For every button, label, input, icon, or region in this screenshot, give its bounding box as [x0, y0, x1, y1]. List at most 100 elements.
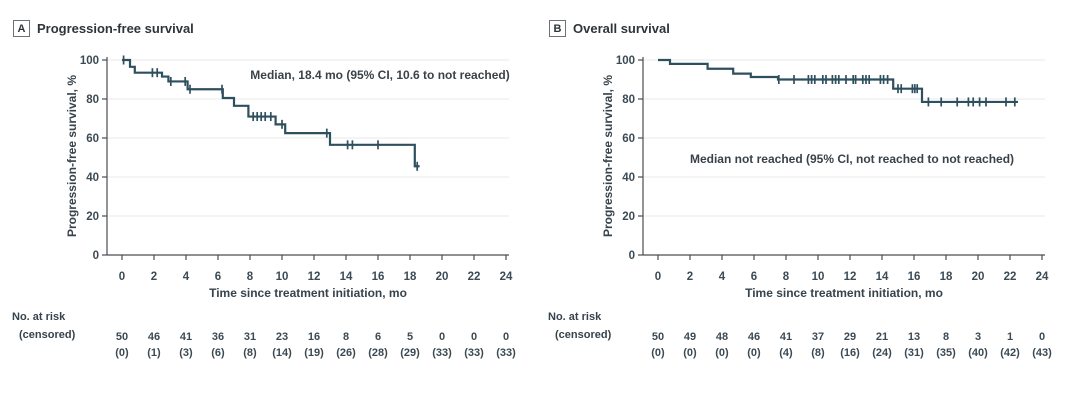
x-tick-label: 2 [151, 271, 157, 283]
at-risk-value: 1 [1007, 331, 1013, 343]
x-tick-label: 4 [183, 271, 190, 283]
x-tick-label: 4 [719, 271, 726, 283]
at-risk-value: 31 [244, 331, 256, 343]
censored-value: (0) [115, 347, 129, 359]
x-tick-label: 0 [655, 271, 661, 283]
x-tick-label: 0 [119, 271, 125, 283]
y-tick-label: 0 [629, 250, 635, 262]
at-risk-value: 50 [116, 331, 128, 343]
at-risk-value: 41 [180, 331, 192, 343]
y-tick-label: 80 [622, 94, 635, 106]
censored-value: (8) [243, 347, 257, 359]
x-tick-label: 18 [940, 271, 953, 283]
panel-letter: A [17, 22, 26, 35]
x-tick-label: 24 [1036, 271, 1049, 283]
censored-value: (4) [779, 347, 793, 359]
censored-value: (33) [432, 347, 452, 359]
at-risk-value: 3 [975, 331, 981, 343]
censored-value: (19) [304, 347, 324, 359]
x-tick-label: 24 [500, 271, 513, 283]
censored-value: (6) [211, 347, 225, 359]
x-tick-label: 10 [812, 271, 825, 283]
x-tick-label: 10 [276, 271, 289, 283]
censored-value: (8) [811, 347, 825, 359]
at-risk-value: 21 [876, 331, 888, 343]
censored-value: (16) [840, 347, 860, 359]
at-risk-value: 0 [1039, 331, 1045, 343]
at-risk-value: 5 [407, 331, 413, 343]
at-risk-value: 46 [748, 331, 760, 343]
x-axis-label: Time since treatment initiation, mo [209, 286, 407, 300]
at-risk-value: 37 [812, 331, 824, 343]
at-risk-label: No. at risk [548, 311, 602, 323]
censored-value: (31) [904, 347, 924, 359]
censored-value: (0) [683, 347, 697, 359]
y-tick-label: 80 [86, 94, 99, 106]
x-tick-label: 2 [687, 271, 693, 283]
panel-pfs: 0 20 40 60 80 100 0 2 4 6 8 10 12 14 16 18 20 22 24 50 46 41 3… [12, 20, 516, 359]
at-risk-label: No. at risk [12, 311, 66, 323]
censored-value: (1) [147, 347, 161, 359]
panel-letter: B [553, 22, 562, 35]
y-tick-label: 40 [622, 172, 635, 184]
censored-value: (40) [968, 347, 988, 359]
at-risk-value: 48 [716, 331, 728, 343]
censored-value: (0) [715, 347, 729, 359]
at-risk-value: 8 [943, 331, 949, 343]
x-tick-label: 16 [372, 271, 385, 283]
censored-label: (censored) [19, 329, 76, 341]
at-risk-value: 29 [844, 331, 856, 343]
censored-value: (42) [1000, 347, 1020, 359]
censored-value: (35) [936, 347, 956, 359]
median-annotation: Median, 18.4 mo (95% CI, 10.6 to not rea… [250, 68, 510, 82]
y-axis-label: Progression-free survival, % [601, 74, 615, 238]
censored-value: (33) [464, 347, 484, 359]
x-tick-label: 12 [308, 271, 321, 283]
censored-value: (28) [368, 347, 388, 359]
censored-value: (0) [747, 347, 761, 359]
at-risk-value: 0 [471, 331, 477, 343]
x-tick-label: 18 [404, 271, 417, 283]
y-tick-label: 60 [622, 133, 635, 145]
at-risk-value: 6 [375, 331, 381, 343]
at-risk-value: 41 [780, 331, 792, 343]
at-risk-value: 36 [212, 331, 224, 343]
at-risk-value: 16 [308, 331, 320, 343]
at-risk-value: 8 [343, 331, 349, 343]
y-axis-label: Progression-free survival, % [65, 74, 79, 238]
x-tick-label: 6 [751, 271, 757, 283]
x-tick-label: 14 [876, 271, 889, 283]
panel-title: Progression-free survival [37, 21, 194, 36]
censored-value: (0) [651, 347, 665, 359]
x-tick-label: 14 [340, 271, 353, 283]
censored-value: (33) [496, 347, 516, 359]
y-tick-label: 40 [86, 172, 99, 184]
censored-value: (43) [1032, 347, 1052, 359]
y-tick-label: 60 [86, 133, 99, 145]
x-tick-label: 8 [247, 271, 254, 283]
x-tick-label: 12 [844, 271, 857, 283]
censored-label: (censored) [555, 329, 612, 341]
panel-title: Overall survival [573, 21, 670, 36]
x-tick-label: 8 [783, 271, 790, 283]
censored-value: (26) [336, 347, 356, 359]
at-risk-value: 13 [908, 331, 920, 343]
x-tick-label: 22 [468, 271, 481, 283]
y-tick-label: 0 [93, 250, 99, 262]
y-tick-label: 20 [86, 211, 99, 223]
censored-value: (14) [272, 347, 292, 359]
x-tick-label: 20 [436, 271, 449, 283]
panel-os: 0 20 40 60 80 100 0 2 4 6 8 10 12 14 16 18 20 22 24 50 49 48 4… [536, 0, 1080, 400]
x-tick-label: 22 [1004, 271, 1017, 283]
x-axis-label: Time since treatment initiation, mo [745, 286, 943, 300]
at-risk-value: 0 [503, 331, 509, 343]
km-curve [658, 58, 1018, 104]
y-tick-label: 100 [80, 55, 99, 67]
y-tick-label: 100 [616, 55, 635, 67]
at-risk-value: 49 [684, 331, 696, 343]
at-risk-value: 0 [439, 331, 445, 343]
panel-letter-box: A [13, 20, 30, 37]
